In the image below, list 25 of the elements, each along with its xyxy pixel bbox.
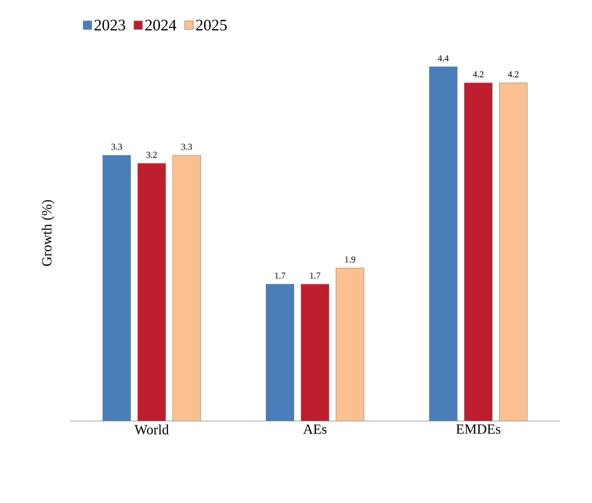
bar (172, 155, 201, 421)
data-label: 1.9 (345, 256, 356, 263)
x-tick-label: EMDEs (456, 424, 500, 434)
bar (429, 66, 458, 421)
legend-label: 2024 (145, 20, 176, 30)
data-label: 3.2 (146, 152, 157, 158)
bar (137, 163, 166, 421)
bar (464, 82, 493, 421)
bar (102, 155, 131, 421)
data-label: 4.2 (472, 71, 484, 78)
y-axis-title: Growth (%) (42, 200, 54, 266)
x-tick-label: AEs (303, 424, 327, 434)
bar (336, 268, 364, 421)
data-label: 1.7 (310, 272, 320, 279)
x-tick-label: World (134, 424, 169, 434)
data-label: 3.3 (111, 144, 122, 150)
legend-label: 2023 (94, 20, 126, 30)
data-label: 4.4 (438, 55, 449, 62)
data-label: 3.3 (181, 144, 192, 150)
bar (300, 284, 330, 421)
data-label: 1.7 (275, 272, 286, 279)
data-label: 4.2 (508, 71, 518, 78)
bar (499, 82, 528, 421)
legend-label: 2025 (196, 20, 227, 30)
bar (266, 284, 294, 421)
